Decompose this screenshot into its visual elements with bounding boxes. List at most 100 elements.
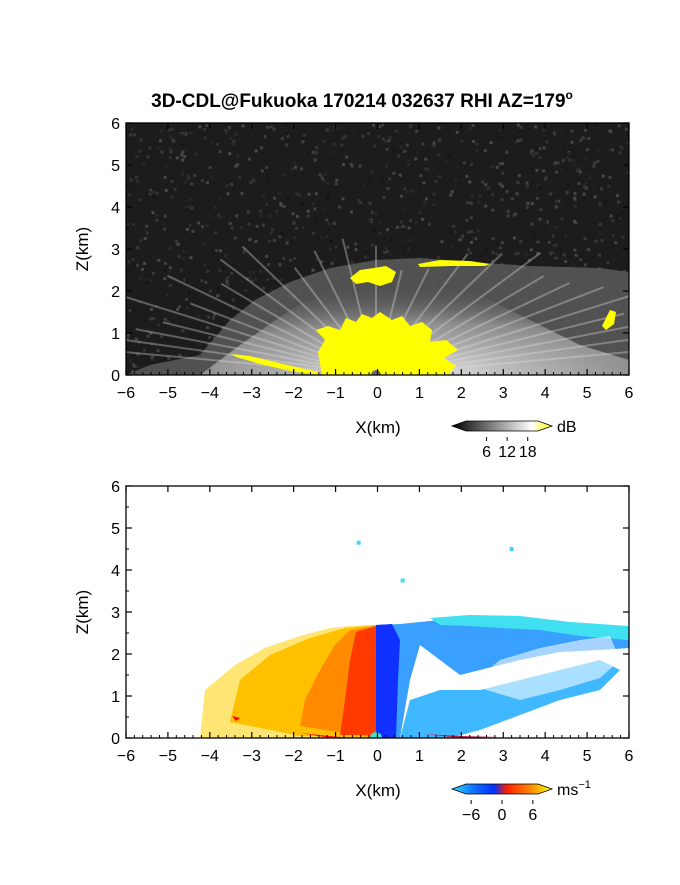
noise-speck <box>351 128 355 132</box>
intensity-xtick-label: 3 <box>499 385 508 402</box>
noise-speck <box>219 249 222 253</box>
noise-speck <box>579 258 583 262</box>
velocity-colorbar-bar <box>450 783 554 795</box>
noise-speck <box>407 158 411 162</box>
noise-speck <box>186 178 190 182</box>
noise-speck <box>151 190 155 194</box>
noise-speck <box>548 151 552 155</box>
noise-speck <box>610 132 614 136</box>
noise-speck <box>437 126 441 130</box>
noise-speck <box>490 229 494 233</box>
noise-speck <box>545 220 549 224</box>
noise-speck <box>469 216 473 220</box>
noise-speck <box>155 214 159 217</box>
noise-speck <box>242 250 246 254</box>
noise-speck <box>183 181 187 185</box>
noise-speck <box>618 217 622 220</box>
noise-speck <box>350 164 354 168</box>
noise-speck <box>424 167 428 171</box>
velocity-ytick-label: 5 <box>111 521 120 538</box>
noise-speck <box>388 135 392 139</box>
noise-speck <box>362 184 366 188</box>
noise-speck <box>370 210 374 214</box>
noise-speck <box>126 278 130 282</box>
velocity-xlabel: X(km) <box>355 781 400 800</box>
noise-speck <box>577 167 581 171</box>
noise-speck <box>500 184 504 188</box>
noise-speck <box>129 178 133 182</box>
velocity-xtick-label: 0 <box>373 748 382 765</box>
noise-speck <box>295 226 299 230</box>
noise-speck <box>313 207 317 211</box>
intensity-ylabel: Z(km) <box>73 227 92 271</box>
noise-speck <box>177 255 181 259</box>
velocity-panel: −6 −5 −4 −3 −2 −1 0 1 2 3 4 5 6 0 1 2 3 4 5 6 X(km) Z(km) −… <box>73 479 634 824</box>
noise-speck <box>332 125 336 129</box>
noise-speck <box>584 166 588 170</box>
noise-speck <box>455 184 459 188</box>
noise-speck <box>143 228 147 232</box>
velocity-colorbar-ticks: −6 0 6 <box>462 800 537 824</box>
noise-speck <box>399 173 402 177</box>
noise-speck <box>506 214 510 218</box>
noise-speck <box>215 249 219 252</box>
noise-speck <box>148 278 152 282</box>
noise-speck <box>388 177 391 181</box>
noise-speck <box>610 242 614 246</box>
noise-speck <box>155 218 159 222</box>
noise-speck <box>177 305 181 309</box>
noise-speck <box>536 240 540 244</box>
noise-speck <box>475 148 478 152</box>
noise-speck <box>262 195 266 199</box>
noise-speck <box>597 196 601 200</box>
noise-speck <box>129 359 133 362</box>
noise-speck <box>230 183 234 186</box>
noise-speck <box>540 164 544 168</box>
noise-speck <box>209 215 213 219</box>
noise-speck <box>607 184 611 188</box>
noise-speck <box>367 176 371 180</box>
noise-speck <box>532 233 536 237</box>
noise-speck <box>231 306 235 310</box>
noise-speck <box>190 182 194 186</box>
noise-speck <box>289 258 292 262</box>
noise-speck <box>254 240 258 244</box>
noise-speck <box>458 148 462 152</box>
intensity-colorbar-bar <box>450 420 554 432</box>
noise-speck <box>392 148 396 152</box>
noise-speck <box>378 231 382 235</box>
noise-speck <box>163 175 167 179</box>
noise-speck <box>468 180 472 184</box>
noise-speck <box>361 134 365 138</box>
noise-speck <box>168 266 172 270</box>
noise-speck <box>140 273 144 277</box>
noise-speck <box>472 140 475 143</box>
velocity-point <box>356 540 361 545</box>
noise-speck <box>334 182 338 186</box>
noise-speck <box>191 229 195 233</box>
noise-speck <box>525 206 529 209</box>
noise-speck <box>135 263 139 267</box>
noise-speck <box>491 208 495 212</box>
noise-speck <box>525 181 529 185</box>
noise-speck <box>564 260 568 264</box>
noise-speck <box>573 198 577 202</box>
noise-speck <box>134 337 138 341</box>
noise-speck <box>205 309 209 313</box>
noise-speck <box>225 278 228 282</box>
noise-speck <box>141 267 144 271</box>
noise-speck <box>163 227 167 231</box>
noise-speck <box>300 162 304 166</box>
noise-speck <box>154 305 158 308</box>
noise-speck <box>571 159 575 162</box>
noise-speck <box>349 162 353 166</box>
noise-speck <box>402 225 406 229</box>
noise-speck <box>312 239 315 243</box>
noise-speck <box>291 212 295 216</box>
noise-speck <box>341 171 344 175</box>
noise-speck <box>330 129 334 133</box>
noise-speck <box>406 247 410 251</box>
noise-speck <box>360 123 364 127</box>
noise-speck <box>530 149 534 153</box>
noise-speck <box>338 205 342 209</box>
